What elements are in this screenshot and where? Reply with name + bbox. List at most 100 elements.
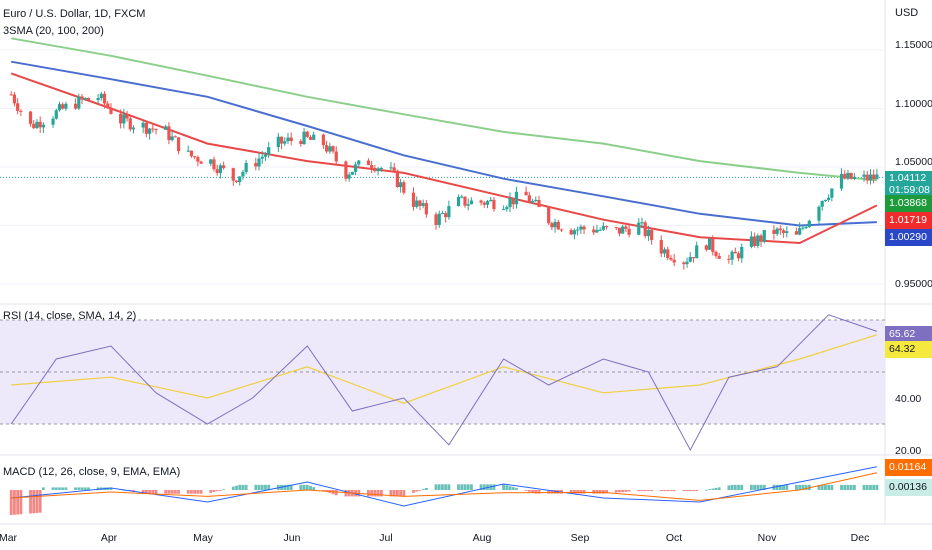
macd-histogram-bar bbox=[219, 490, 222, 491]
sma200-badge: 1.00290 bbox=[885, 229, 932, 246]
candle-body bbox=[479, 200, 483, 203]
candle-body bbox=[730, 251, 734, 260]
last-price-badge: 1.04112 01:59:08 bbox=[885, 171, 932, 196]
macd-histogram-bar bbox=[508, 486, 512, 490]
candle-body bbox=[312, 134, 316, 140]
macd-histogram-bar bbox=[415, 490, 419, 492]
candle-body bbox=[96, 98, 100, 101]
macd-histogram-bar bbox=[824, 484, 827, 490]
candle-body bbox=[839, 173, 844, 189]
candle-body bbox=[86, 97, 91, 101]
macd-histogram-bar bbox=[682, 490, 686, 492]
candle-body bbox=[299, 141, 303, 145]
macd-histogram-bar bbox=[637, 490, 641, 492]
candle-body bbox=[672, 259, 676, 263]
candle-body bbox=[582, 226, 586, 230]
candle-body bbox=[231, 168, 235, 181]
candle-body bbox=[872, 174, 876, 180]
sma-legend[interactable]: 3SMA (20, 100, 200) bbox=[3, 25, 104, 37]
candle-body bbox=[434, 214, 438, 225]
candle-body bbox=[553, 221, 557, 228]
candle-body bbox=[257, 158, 261, 167]
macd-histogram-bar bbox=[650, 490, 654, 492]
rsi-badge: 65.62 bbox=[885, 326, 932, 343]
candle-body bbox=[621, 226, 625, 234]
macd-histogram-bar bbox=[804, 484, 808, 490]
price-axis-label: 1.05000 bbox=[895, 156, 932, 168]
macd-histogram-bar bbox=[621, 490, 625, 493]
candle-body bbox=[778, 228, 782, 231]
candle-body bbox=[547, 207, 551, 224]
macd-histogram-bar bbox=[463, 484, 467, 490]
macd-histogram-bar bbox=[441, 484, 444, 490]
macd-histogram-bar bbox=[524, 490, 528, 491]
candle-body bbox=[830, 188, 834, 198]
macd-histogram-bar bbox=[141, 490, 145, 494]
candle-body bbox=[325, 145, 329, 152]
candle-body bbox=[775, 228, 779, 234]
candle-body bbox=[695, 245, 699, 259]
macd-histogram-bar bbox=[460, 484, 464, 490]
candle-body bbox=[576, 229, 580, 231]
candle-body bbox=[592, 229, 596, 233]
candle-body bbox=[807, 220, 811, 228]
macd-histogram-bar bbox=[64, 487, 68, 490]
macd-histogram-bar bbox=[692, 490, 695, 492]
candle-body bbox=[19, 110, 23, 112]
candle-body bbox=[849, 172, 853, 179]
macd-histogram-bar bbox=[235, 485, 238, 490]
candle-body bbox=[875, 174, 879, 180]
macd-histogram-bar bbox=[164, 490, 168, 494]
price-axis-label: 1.15000 bbox=[895, 39, 932, 51]
symbol-title[interactable]: Euro / U.S. Dollar, 1D, FXCM bbox=[3, 8, 146, 20]
candle-body bbox=[193, 156, 197, 158]
macd-histogram-bar bbox=[305, 484, 309, 490]
candle-body bbox=[502, 209, 506, 211]
macd-histogram-bar bbox=[762, 484, 766, 490]
candles bbox=[9, 91, 879, 270]
macd-histogram-bar bbox=[798, 484, 802, 490]
price-axis-label: 1.10000 bbox=[895, 98, 932, 110]
macd-histogram-bar bbox=[531, 490, 534, 493]
candle-body bbox=[727, 258, 731, 260]
macd-legend[interactable]: MACD (12, 26, close, 9, EMA, EMA) bbox=[3, 466, 181, 478]
macd-histogram-bar bbox=[695, 490, 699, 492]
candle-body bbox=[801, 227, 805, 229]
candle-body bbox=[16, 103, 20, 111]
macd-histogram-bar bbox=[817, 484, 821, 490]
macd-histogram-bar bbox=[447, 484, 451, 490]
macd-histogram-bar bbox=[29, 490, 32, 514]
macd-histogram-bar bbox=[704, 489, 708, 491]
rsi-legend[interactable]: RSI (14, close, SMA, 14, 2) bbox=[3, 310, 137, 322]
candle-body bbox=[659, 240, 663, 254]
macd-histogram-bar bbox=[193, 490, 197, 494]
macd-histogram-bar bbox=[167, 490, 171, 494]
currency-label: USD bbox=[895, 7, 919, 19]
macd-histogram-bar bbox=[215, 490, 219, 492]
macd-histogram-bar bbox=[80, 487, 84, 490]
macd-histogram-bar bbox=[241, 484, 245, 490]
candle-body bbox=[762, 230, 766, 242]
rsi-band bbox=[0, 319, 885, 425]
candle-body bbox=[798, 228, 802, 235]
macd-histogram-bar bbox=[399, 490, 403, 497]
candle-body bbox=[469, 200, 474, 205]
candle-body bbox=[54, 110, 58, 119]
candle-body bbox=[32, 123, 36, 129]
candle-body bbox=[527, 195, 531, 203]
candle-body bbox=[785, 231, 789, 233]
rsi-band-fill bbox=[0, 320, 885, 424]
candle-body bbox=[688, 257, 692, 262]
macd-histogram-bar bbox=[148, 490, 151, 494]
macd-histogram-bar bbox=[312, 487, 316, 490]
candle-body bbox=[77, 96, 81, 109]
candle-body bbox=[524, 191, 528, 196]
candle-body bbox=[215, 169, 219, 174]
macd-histogram-bar bbox=[267, 484, 271, 490]
candle-body bbox=[460, 196, 464, 198]
candle-body bbox=[447, 206, 451, 218]
macd-histogram-bar bbox=[19, 490, 23, 515]
candle-body bbox=[9, 94, 13, 96]
candle-body bbox=[740, 246, 744, 259]
